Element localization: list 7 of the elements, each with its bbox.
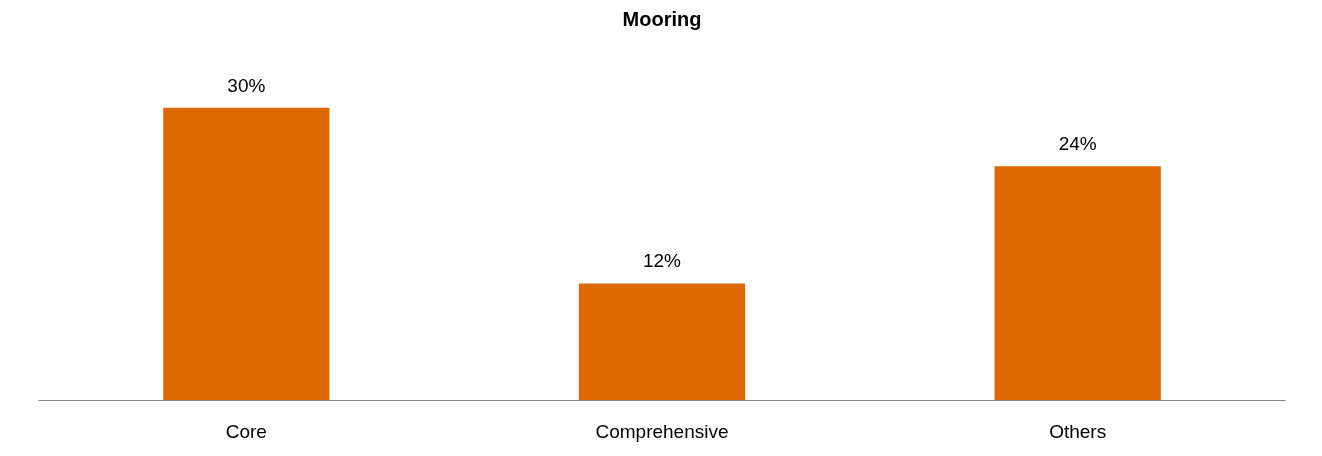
chart-title: Mooring <box>622 7 702 30</box>
data-label: 24% <box>1058 133 1097 155</box>
x-tick-label: Others <box>1049 420 1107 442</box>
x-tick-label: Core <box>225 420 267 442</box>
data-label: 12% <box>642 250 682 272</box>
data-label: 30% <box>227 74 266 96</box>
x-tick-label: Comprehensive <box>595 420 729 442</box>
